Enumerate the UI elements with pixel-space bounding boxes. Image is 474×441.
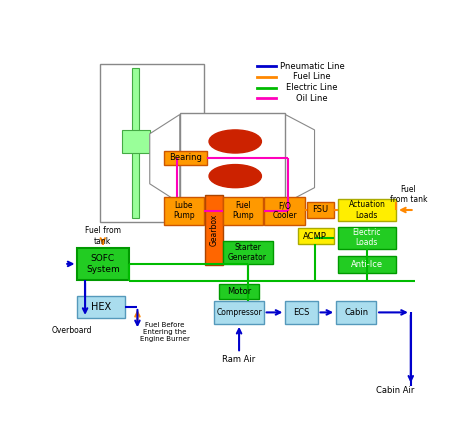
Bar [122,130,150,153]
Text: Fuel
from tank: Fuel from tank [390,185,427,204]
Bar [285,301,318,324]
Bar [100,64,204,222]
Text: Cabin Air: Cabin Air [376,386,415,395]
Bar [223,197,263,224]
Bar [132,68,139,218]
Bar [337,199,396,221]
Text: Anti-Ice: Anti-Ice [351,260,383,269]
Bar [223,241,273,264]
Text: Motor: Motor [227,287,251,296]
Text: Gearbox: Gearbox [209,214,218,246]
Bar [164,151,207,164]
Bar [307,202,334,218]
Text: ECS: ECS [293,308,310,317]
Bar [164,197,204,224]
Bar [336,301,376,324]
Bar [77,296,125,318]
Bar [337,256,396,273]
Ellipse shape [209,164,261,188]
Bar [214,301,264,324]
Text: Fuel Before
Entering the
Engine Burner: Fuel Before Entering the Engine Burner [140,321,190,342]
Text: Overboard: Overboard [52,325,92,335]
Text: Starter
Generator: Starter Generator [228,243,267,262]
Text: FSU: FSU [312,206,328,214]
Text: Bearing: Bearing [169,153,201,162]
Text: Fuel from
tank: Fuel from tank [85,227,121,246]
Text: F/O
Cooler: F/O Cooler [272,201,297,220]
Text: Lube
Pump: Lube Pump [173,201,194,220]
Text: Ram Air: Ram Air [222,355,255,364]
Text: HEX: HEX [91,302,111,312]
Bar [337,227,396,248]
Text: Fuel
Pump: Fuel Pump [232,201,254,220]
Bar [205,195,223,265]
Text: Pneumatic Line: Pneumatic Line [280,61,345,71]
Bar [264,197,304,224]
Text: Fuel Line: Fuel Line [293,72,331,81]
Text: Electric Line: Electric Line [286,83,338,92]
Text: Actuation
Loads: Actuation Loads [348,200,385,220]
Text: Cabin: Cabin [344,308,368,317]
Bar [180,113,285,221]
Bar [77,248,129,280]
Text: ACMP: ACMP [303,232,327,241]
Text: Electric
Loads: Electric Loads [353,228,381,247]
Bar [219,284,259,299]
Text: Oil Line: Oil Line [296,94,328,103]
Ellipse shape [209,130,261,153]
Polygon shape [150,115,180,203]
Text: SOFC
System: SOFC System [86,254,119,273]
Bar [298,228,334,244]
Polygon shape [285,115,315,203]
Text: Compressor: Compressor [216,308,262,317]
